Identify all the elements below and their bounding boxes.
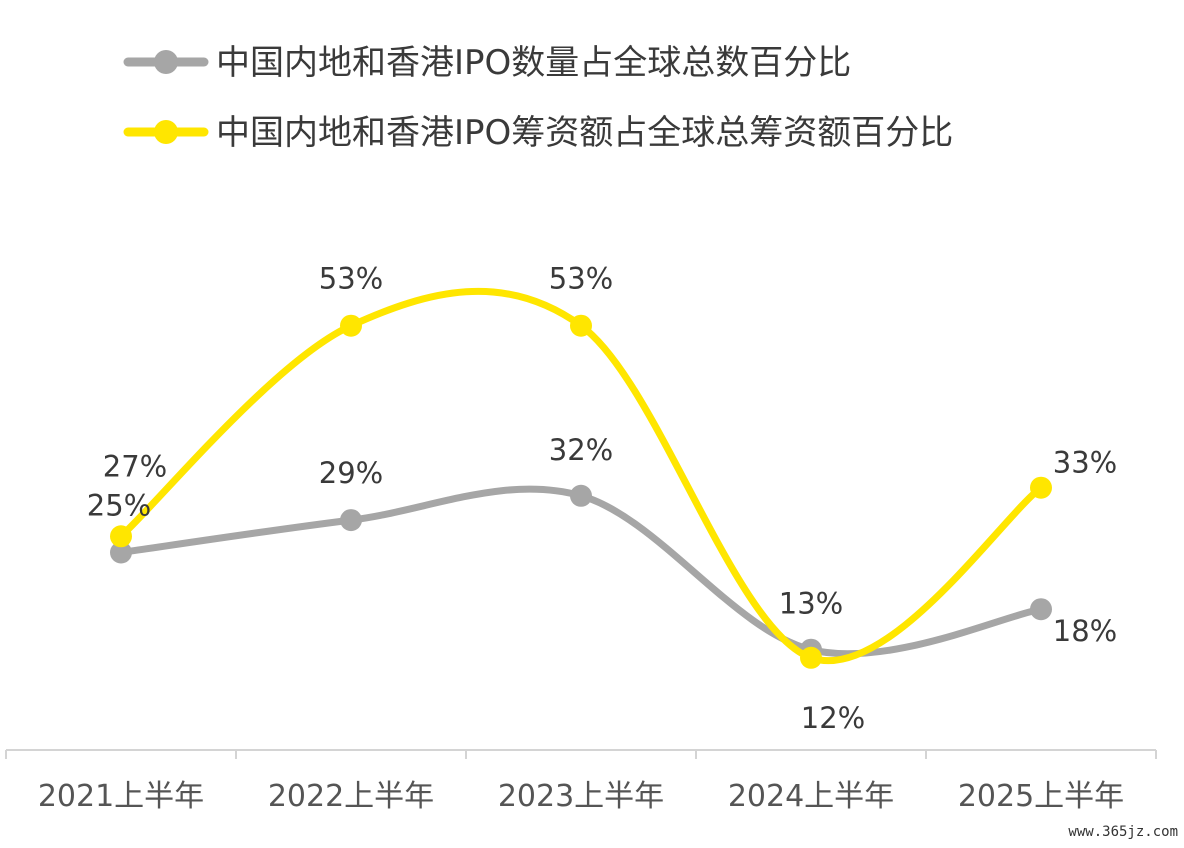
legend-item-2: 中国内地和香港IPO筹资额占全球总筹资额百分比 (123, 113, 953, 153)
legend: 中国内地和香港IPO数量占全球总数百分比中国内地和香港IPO筹资额占全球总筹资额… (123, 43, 953, 153)
data-point (340, 314, 362, 337)
data-label: 53% (549, 262, 613, 296)
data-point (110, 541, 132, 564)
data-label: 29% (319, 456, 383, 490)
data-label: 53% (319, 262, 383, 296)
data-labels: 25% 29% 32% 13% 18% 27% 53% 53% 12% 33% (87, 262, 1117, 735)
data-label: 33% (1053, 446, 1117, 480)
series-line (117, 287, 1045, 664)
data-point (340, 509, 362, 532)
data-point (570, 484, 592, 507)
x-tick-label: 2022上半年 (268, 779, 434, 814)
data-point (1030, 598, 1052, 621)
series-1 (110, 484, 1052, 661)
series-layer (110, 287, 1052, 669)
legend-marker (154, 50, 178, 74)
data-point (110, 525, 132, 548)
data-label: 25% (87, 489, 151, 523)
legend-item-1: 中国内地和香港IPO数量占全球总数百分比 (123, 43, 851, 83)
legend-label: 中国内地和香港IPO数量占全球总数百分比 (216, 43, 851, 83)
data-point (1030, 476, 1052, 499)
x-tick-label: 2025上半年 (958, 779, 1124, 814)
data-label: 18% (1053, 614, 1117, 648)
x-tick-label: 2021上半年 (38, 779, 204, 814)
watermark: www.365jz.com (1068, 824, 1178, 840)
data-label: 12% (801, 701, 865, 735)
data-point (570, 314, 592, 337)
data-label: 13% (779, 587, 843, 621)
x-tick-label: 2024上半年 (728, 779, 894, 814)
x-tick-label: 2023上半年 (498, 779, 664, 814)
data-point (800, 646, 822, 669)
legend-marker (154, 120, 178, 144)
series-2 (110, 287, 1052, 669)
x-axis: 2021上半年 2022上半年 2023上半年 2024上半年 2025上半年 (5, 749, 1157, 814)
data-label: 27% (103, 449, 167, 483)
data-label: 32% (549, 433, 613, 467)
legend-label: 中国内地和香港IPO筹资额占全球总筹资额百分比 (216, 113, 953, 153)
